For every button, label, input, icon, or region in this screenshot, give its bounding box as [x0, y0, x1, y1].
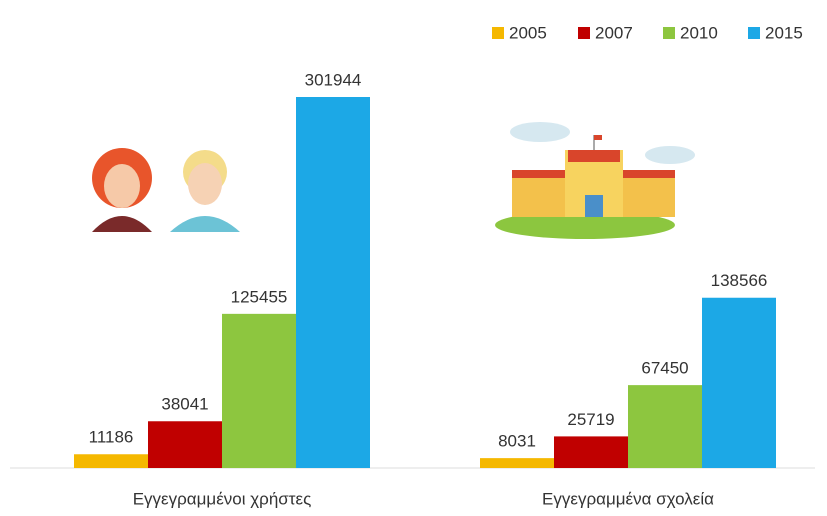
legend-swatch: [748, 27, 760, 39]
bar: [74, 454, 148, 468]
legend-label: 2007: [595, 23, 633, 42]
people-icon: [92, 148, 240, 232]
legend-swatch: [663, 27, 675, 39]
bar: [702, 297, 776, 468]
bar: [222, 313, 296, 468]
value-label: 25719: [567, 410, 614, 429]
legend-label: 2005: [509, 23, 547, 42]
legend-swatch: [492, 27, 504, 39]
value-label: 38041: [161, 395, 208, 414]
school-icon: [495, 122, 695, 239]
legend-label: 2010: [680, 23, 718, 42]
bar: [480, 458, 554, 468]
bar: [628, 385, 702, 468]
value-label: 138566: [711, 271, 768, 290]
bar: [296, 97, 370, 468]
value-label: 8031: [498, 432, 536, 451]
legend-swatch: [578, 27, 590, 39]
value-label: 125455: [231, 287, 288, 306]
x-tick-label: Εγγεγραμμένα σχολεία: [542, 489, 714, 508]
x-tick-label: Εγγεγραμμένοι χρήστες: [133, 489, 312, 508]
bar: [554, 436, 628, 468]
value-label: 301944: [305, 70, 362, 89]
value-label: 67450: [641, 359, 688, 378]
bar: [148, 421, 222, 468]
legend-label: 2015: [765, 23, 803, 42]
value-label: 11186: [89, 428, 134, 447]
